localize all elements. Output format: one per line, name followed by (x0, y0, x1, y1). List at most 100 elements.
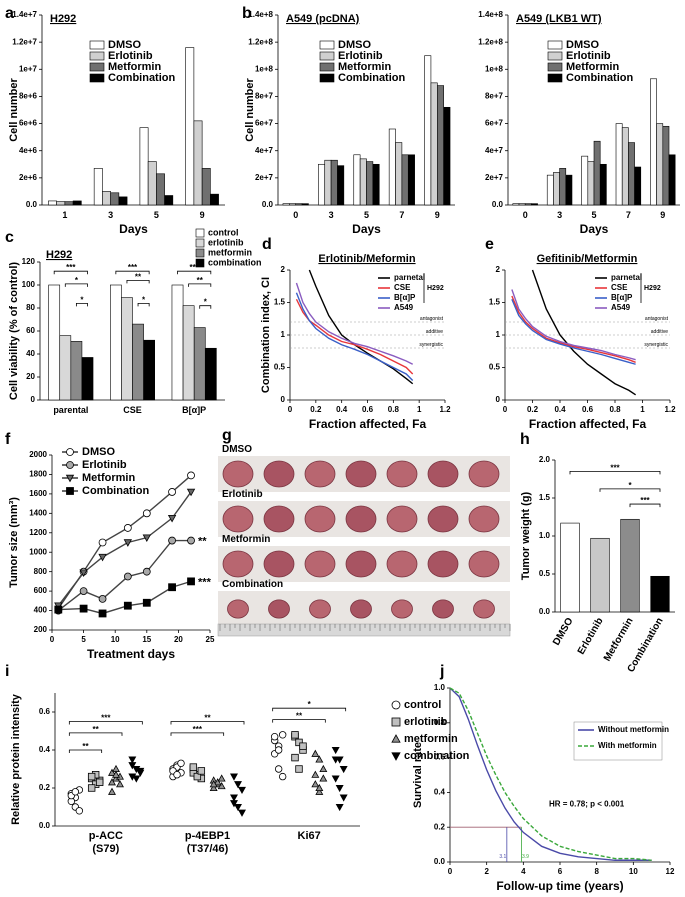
series-line (449, 687, 652, 861)
y-tick-label: 8e+6 (19, 92, 38, 101)
marker (177, 759, 185, 767)
marker (167, 514, 177, 523)
bar (156, 173, 165, 206)
x-tick-label: 0 (50, 635, 55, 644)
marker (65, 474, 75, 483)
y-tick-label: 200 (34, 625, 48, 634)
marker (299, 742, 307, 750)
bar (48, 284, 61, 401)
bar (295, 203, 303, 206)
series-line (511, 298, 636, 365)
legend-group: H292 (427, 285, 444, 292)
marker (319, 774, 328, 782)
tumor (268, 599, 290, 619)
legend-label: control (404, 699, 441, 711)
bar (531, 203, 538, 206)
significance-bracket (137, 303, 150, 307)
legend-label: Metformin (566, 61, 619, 73)
chart-title: Erlotinib/Meformin (318, 253, 415, 265)
legend-label: DMSO (338, 39, 371, 51)
legend-label: Erlotinib (108, 50, 153, 62)
legend-label: B[α]P (394, 293, 416, 302)
marker (209, 780, 218, 788)
marker (339, 794, 348, 802)
significance-label: * (308, 700, 312, 709)
bar (424, 55, 432, 206)
legend-label: DMSO (566, 39, 599, 51)
marker (331, 756, 340, 764)
marker (274, 765, 283, 773)
x-tick-label: 9 (660, 210, 665, 220)
marker (173, 771, 181, 779)
significance-bracket (188, 283, 212, 287)
significance-bracket (75, 303, 88, 307)
y-tick-label: 1 (281, 330, 286, 339)
marker (234, 781, 242, 789)
annotation: HR = 0.78; p < 0.001 (549, 799, 625, 808)
marker (209, 783, 218, 792)
y-tick-label: 6e+7 (485, 119, 504, 128)
marker (98, 553, 107, 562)
x-tick-label: p-4EBP1 (T37/46) (185, 830, 230, 855)
reference-label: 3.9 (522, 854, 529, 860)
significance-label: * (80, 295, 84, 304)
bar (48, 200, 57, 206)
tumor (222, 550, 254, 578)
legend-label: DMSO (108, 39, 141, 51)
significance-label: * (628, 481, 632, 490)
legend-label: Metformin (338, 61, 391, 73)
y-tick-label: 0.8 (434, 718, 446, 727)
series-line (531, 269, 637, 396)
marker (128, 756, 137, 764)
panel-letter: e (485, 236, 494, 253)
x-tick-label: 12 (666, 867, 675, 876)
y-tick-label: 0.5 (539, 569, 551, 578)
bar (282, 203, 290, 206)
marker (123, 539, 133, 547)
marker (315, 755, 324, 763)
legend-label: metformin (404, 733, 458, 745)
significance-label: ** (82, 742, 89, 751)
tumor (263, 505, 295, 533)
legend-swatch (547, 62, 563, 72)
x-tick-label: 9 (435, 210, 440, 220)
tumor (263, 550, 295, 578)
x-tick-label: Metformin (602, 616, 636, 663)
panel-letter: d (262, 236, 272, 253)
tumor (263, 460, 295, 488)
y-tick-label: 1.5 (539, 493, 551, 502)
x-tick-label: parental (53, 405, 88, 415)
marker (98, 538, 107, 547)
bar (139, 127, 149, 206)
bar (662, 125, 670, 206)
marker (197, 767, 206, 775)
bar (289, 203, 297, 206)
significance-bracket (170, 732, 225, 736)
y-tick-label: 60 (26, 326, 35, 335)
tumor (427, 505, 459, 533)
chart-title: H292 (46, 249, 72, 261)
panel-letter: i (5, 663, 9, 680)
tumor (345, 550, 377, 578)
marker (339, 765, 348, 774)
y-tick-label: 1800 (29, 470, 47, 479)
significance-label: *** (610, 463, 620, 472)
bar (337, 165, 345, 206)
tumor (309, 599, 331, 619)
x-tick-label: 0 (503, 405, 508, 414)
marker (217, 781, 226, 790)
marker (311, 770, 320, 778)
y-axis-label: Cell viability (% of control) (8, 262, 20, 400)
bar (59, 335, 72, 401)
y-tick-label: 0.0 (434, 857, 446, 866)
significance-label: ** (296, 712, 303, 721)
significance-label: *** (640, 496, 650, 505)
marker (142, 598, 151, 607)
marker (278, 731, 287, 739)
bar (210, 193, 219, 206)
x-tick-label: 0.8 (609, 405, 621, 414)
significance-label: ** (204, 714, 211, 723)
x-tick-label: 0.2 (310, 405, 322, 414)
y-tick-label: 1e+7 (19, 64, 38, 73)
